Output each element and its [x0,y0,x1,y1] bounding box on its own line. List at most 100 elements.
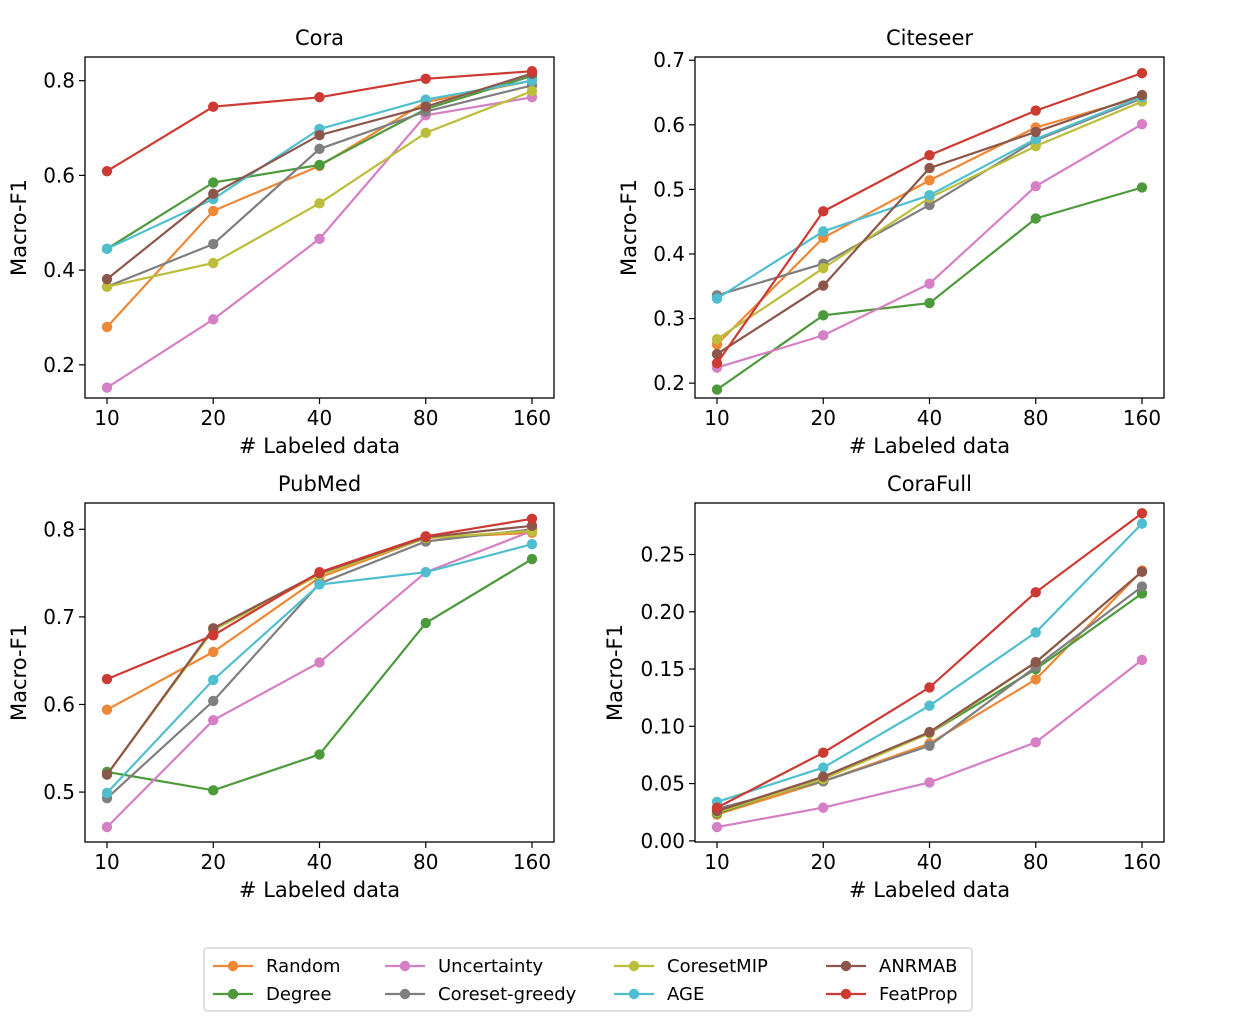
legend-swatch-marker [840,960,852,972]
data-point [526,553,538,565]
series-uncertainty [711,654,1148,833]
y-axis-label: Macro-F1 [617,179,641,276]
data-point [1030,140,1041,152]
y-tick-label: 0.8 [43,517,75,541]
x-tick-label: 10 [94,406,119,430]
data-point [1136,67,1148,79]
series-featprop [711,508,1148,813]
legend-item: Uncertainty [385,956,544,977]
data-point [711,293,723,304]
data-point [1030,737,1041,748]
data-point [924,682,935,693]
data-point [1136,581,1148,592]
series-featprop [101,66,538,177]
legend-item: AGE [614,984,704,1005]
data-point [818,262,829,274]
y-tick-label: 0.15 [640,657,685,681]
data-point [711,802,723,813]
data-point [818,802,829,813]
x-tick-label: 160 [1123,406,1161,430]
data-point [1136,518,1148,529]
x-tick-label: 80 [413,406,438,430]
data-point [101,165,113,177]
x-tick-label: 20 [201,406,226,430]
data-point [420,567,431,578]
x-tick-label: 20 [201,850,226,874]
data-point [526,66,538,77]
legend-label: ANRMAB [879,956,957,977]
series-line [716,512,1143,809]
data-point [314,159,325,171]
data-point [208,314,219,325]
data-point [924,175,935,186]
series-line [106,531,533,711]
data-point [101,704,113,715]
data-point [208,695,219,707]
x-tick-label: 80 [1023,406,1048,430]
y-tick-label: 0.8 [43,69,75,93]
legend-swatch-marker [628,960,640,972]
data-point [818,762,829,773]
legend-item: Coreset-greedy [385,984,577,1005]
data-point [101,382,113,393]
x-axis-label: # Labeled data [239,878,400,902]
plot-frame [84,56,555,399]
data-point [818,771,829,782]
legend-label: Random [266,956,341,977]
data-point [101,243,113,255]
data-point [314,143,325,155]
data-point [711,348,723,360]
legend-item: Random [213,956,341,977]
x-tick-label: 40 [917,850,942,874]
series-line [716,522,1143,803]
legend-swatch-marker [227,988,239,1000]
data-point [1136,89,1148,101]
data-point [1030,656,1041,668]
data-point [818,330,829,341]
data-point [314,198,325,209]
panel-pubmed: PubMed 10 20 40 80 160 0.5 0.6 0.7 0.8 # Labeled d… [7,472,555,902]
data-point [818,310,829,321]
data-point [314,657,325,668]
series-age [101,538,538,799]
y-tick-label: 0.3 [653,307,685,331]
y-tick-label: 0.7 [43,605,75,629]
data-point [208,205,219,217]
y-tick-label: 0.7 [653,48,685,72]
data-point [314,579,325,590]
data-point [1030,674,1041,685]
y-tick-label: 0.20 [640,600,685,624]
legend-frame [203,947,973,1012]
legend-label: Coreset-greedy [438,984,577,1005]
series-anrmab [711,89,1148,360]
data-point [924,700,935,711]
data-point [101,281,113,292]
x-axis-label: # Labeled data [849,434,1010,458]
y-axis-label: Macro-F1 [603,624,627,721]
y-tick-label: 0.6 [43,692,75,716]
data-point [208,630,219,641]
data-point [101,787,113,799]
data-point [526,513,538,524]
data-point [711,334,723,345]
series-degree [711,182,1148,395]
y-tick-label: 0.00 [640,829,685,853]
data-point [924,740,935,751]
y-tick-label: 0.4 [43,258,75,282]
series-random [711,91,1148,350]
data-point [818,226,829,237]
x-tick-label: 10 [94,850,119,874]
legend-label: CoresetMIP [667,956,768,977]
chart-panels: Cora 10 20 40 80 160 0.2 0.4 0.6 0.8 # Labeled dat… [7,26,1165,902]
series-line [716,94,1143,356]
data-point [924,278,935,289]
plot-frame [84,502,555,843]
data-point [208,715,219,726]
series-degree [101,553,538,796]
y-axis-label: Macro-F1 [7,179,31,276]
data-point [1030,133,1041,145]
data-point [420,73,431,84]
series-featprop [711,67,1148,369]
x-tick-label: 80 [413,850,438,874]
legend-label: FeatProp [879,984,958,1005]
